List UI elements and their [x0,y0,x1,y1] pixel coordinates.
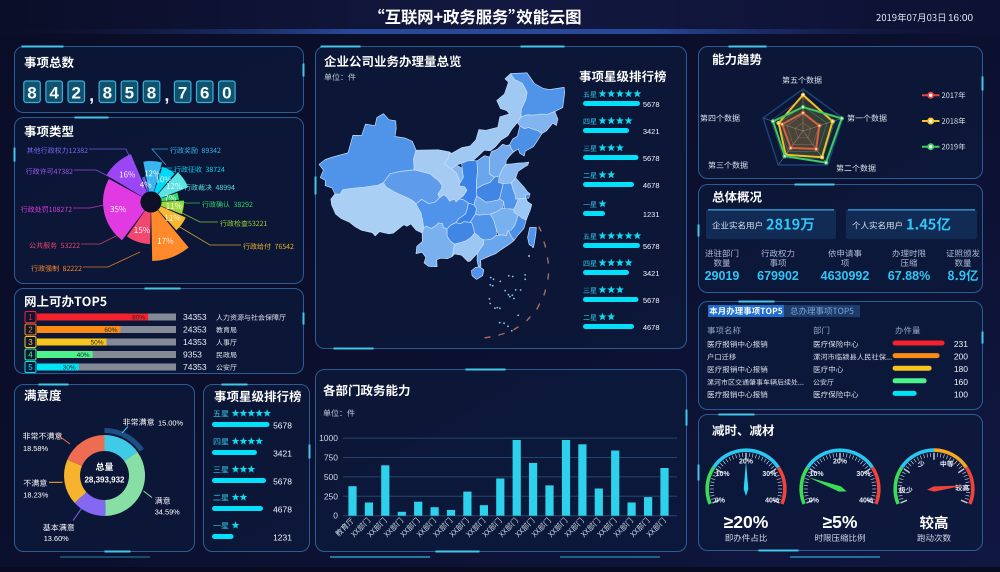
svg-text:250: 250 [324,491,338,501]
svg-text:50%: 50% [90,340,103,347]
svg-text:750: 750 [324,453,338,463]
svg-text:13.60%: 13.60% [44,534,69,543]
svg-text:200: 200 [954,352,968,362]
svg-text:5678: 5678 [273,477,292,487]
svg-text:6: 6 [200,84,209,103]
svg-text:4678: 4678 [643,181,660,190]
svg-text:5678: 5678 [643,100,660,109]
svg-text:100: 100 [954,389,968,399]
svg-text:1000: 1000 [319,433,338,443]
svg-text:20%: 20% [833,458,848,465]
svg-text:3: 3 [28,338,33,347]
svg-text:14353: 14353 [183,337,207,347]
svg-text:4: 4 [28,351,33,360]
svg-text:30%: 30% [63,365,76,372]
svg-text:30%: 30% [762,471,777,478]
svg-text:40%: 40% [765,497,780,504]
svg-text:8: 8 [27,84,36,103]
svg-text:180: 180 [954,364,968,374]
svg-text:0%: 0% [809,497,820,504]
svg-text:8: 8 [103,84,112,103]
svg-text:≥20%: ≥20% [724,512,769,532]
svg-text:4: 4 [49,84,59,103]
svg-text:≥5%: ≥5% [823,512,858,532]
svg-text:18.23%: 18.23% [23,491,48,500]
svg-text:3421: 3421 [643,269,660,278]
svg-text:0%: 0% [715,497,726,504]
svg-text:7: 7 [178,84,187,103]
svg-text:679902: 679902 [757,269,799,283]
svg-text:40%: 40% [77,352,90,359]
svg-text:0: 0 [333,511,338,521]
svg-text:4678: 4678 [643,323,660,332]
svg-text:10%: 10% [810,471,825,478]
svg-text:15.00%: 15.00% [158,419,183,428]
svg-text:,: , [164,85,169,105]
svg-text:1: 1 [28,313,33,322]
svg-text:500: 500 [324,472,338,482]
svg-text:9353: 9353 [183,350,202,360]
svg-text:2: 2 [71,84,80,103]
svg-text:30%: 30% [856,471,871,478]
svg-text:5: 5 [28,363,33,372]
svg-text:1231: 1231 [273,533,292,543]
svg-text:3421: 3421 [643,127,660,136]
svg-text:5: 5 [125,84,134,103]
svg-text:24353: 24353 [183,325,207,335]
svg-text:3421: 3421 [273,449,292,459]
svg-text:34.59%: 34.59% [155,508,180,517]
svg-text:0: 0 [222,84,231,103]
svg-text:4630992: 4630992 [821,269,870,283]
svg-text:34353: 34353 [183,312,207,322]
svg-text:2: 2 [28,326,33,335]
svg-text:40%: 40% [859,497,874,504]
svg-text:160: 160 [954,377,968,387]
svg-text:67.88%: 67.88% [888,269,930,283]
svg-text:16:00: 16:00 [948,13,973,24]
svg-text:4678: 4678 [273,505,292,515]
svg-text:1231: 1231 [643,210,660,219]
svg-text:29019: 29019 [705,269,740,283]
svg-text:60%: 60% [104,327,117,334]
svg-text:18.58%: 18.58% [23,444,48,453]
svg-text:10%: 10% [716,471,731,478]
svg-text:28,393,932: 28,393,932 [84,476,125,485]
svg-text:231: 231 [954,339,968,349]
svg-text:8: 8 [147,84,156,103]
svg-text:5678: 5678 [643,242,660,251]
svg-text:,: , [89,85,94,105]
svg-text:5678: 5678 [273,421,292,431]
svg-text:5678: 5678 [643,296,660,305]
svg-text:20%: 20% [739,458,754,465]
svg-text:80%: 80% [132,315,145,322]
svg-text:74353: 74353 [183,362,207,372]
svg-text:5678: 5678 [643,154,660,163]
